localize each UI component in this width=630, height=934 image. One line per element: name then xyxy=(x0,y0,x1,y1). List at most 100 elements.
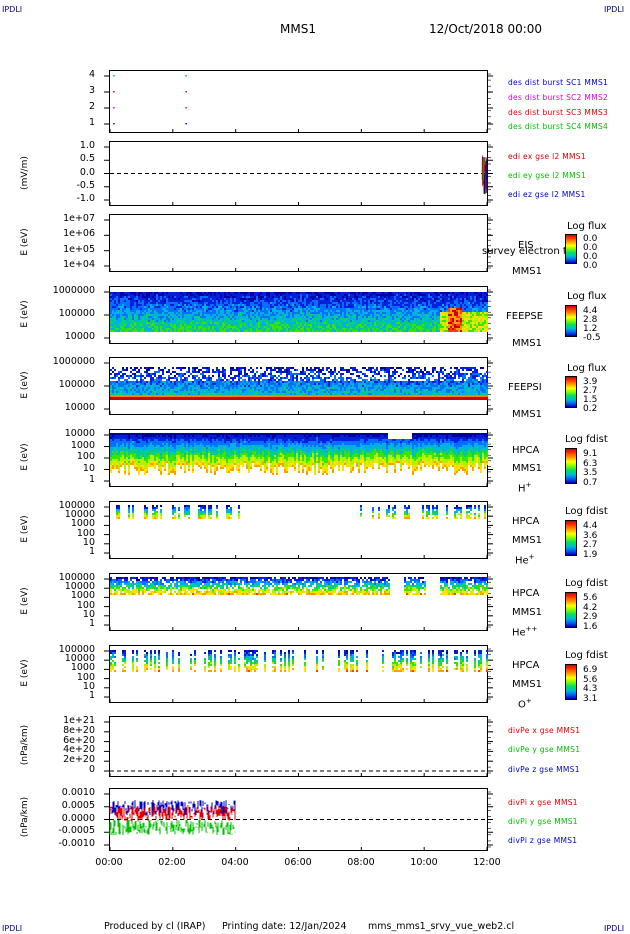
spectro-cell xyxy=(286,296,288,298)
spectro-cell xyxy=(380,308,382,310)
spectro-cell xyxy=(152,389,154,391)
spectro-cell xyxy=(112,322,114,324)
spectro-cell xyxy=(482,304,484,306)
spectro-cell xyxy=(418,312,420,314)
spectro-cell xyxy=(306,300,308,302)
spectro-cell xyxy=(438,298,440,300)
spectro-cell xyxy=(264,328,266,330)
spectro-cell xyxy=(186,330,188,332)
spectro-cell xyxy=(388,314,390,316)
spectro-cell xyxy=(220,292,222,294)
spectro-cell xyxy=(280,330,282,332)
spectro-cell xyxy=(138,310,140,312)
spectro-cell xyxy=(334,300,336,302)
spectro-cell xyxy=(188,324,190,326)
spectro-cell xyxy=(342,326,344,328)
spectro-cell xyxy=(462,298,464,300)
spectro-cell xyxy=(214,330,216,332)
spectro-cell xyxy=(358,298,360,300)
spectro-cell xyxy=(352,304,354,306)
spectro-cell xyxy=(482,326,484,328)
spectro-cell xyxy=(368,302,370,304)
spectro-cell xyxy=(324,292,326,294)
spectro-cell xyxy=(124,393,126,395)
spectro-cell xyxy=(236,300,238,302)
spectro-cell xyxy=(228,379,230,381)
spectro-cell xyxy=(296,296,298,298)
spectro-cell xyxy=(242,316,244,318)
spectro-cell xyxy=(200,320,202,322)
spectro-cell xyxy=(346,304,348,306)
spectro-cell xyxy=(130,298,132,300)
spectro-cell xyxy=(162,310,164,312)
spectro-cell xyxy=(482,302,484,304)
spectro-cell xyxy=(338,294,340,296)
spectro-cell xyxy=(392,320,394,322)
spectro-cell xyxy=(386,294,388,296)
spectro-cell xyxy=(484,328,486,330)
spectro-cell xyxy=(424,326,426,328)
spectro-cell xyxy=(120,308,122,310)
spectro-cell xyxy=(156,381,158,383)
spectro-cell xyxy=(136,371,138,373)
spectro-cell xyxy=(146,395,148,397)
spectro-cell xyxy=(482,328,484,330)
spectro-cell xyxy=(304,300,306,302)
spectro-cell xyxy=(192,367,194,369)
spectro-cell xyxy=(432,326,434,328)
spectro-cell xyxy=(406,310,408,312)
spectro-cell xyxy=(410,296,412,298)
spectro-cell xyxy=(116,292,118,294)
spectro-cell xyxy=(110,389,112,391)
spectro-cell xyxy=(178,391,180,393)
spectro-cell xyxy=(232,369,234,371)
spectro-cell xyxy=(406,298,408,300)
spectro-cell xyxy=(300,308,302,310)
spectro-cell xyxy=(162,318,164,320)
spectro-cell xyxy=(232,318,234,320)
spectro-cell xyxy=(394,324,396,326)
spectro-cell xyxy=(456,320,458,322)
spectro-cell xyxy=(316,292,318,294)
spectro-cell xyxy=(206,371,208,373)
spectro-cell xyxy=(244,296,246,298)
spectro-cell xyxy=(396,324,398,326)
spectro-cell xyxy=(288,292,290,294)
spectro-cell xyxy=(214,326,216,328)
spectro-cell xyxy=(182,375,184,377)
spectro-cell xyxy=(154,306,156,308)
spectro-cell xyxy=(474,324,476,326)
spectro-cell xyxy=(288,324,290,326)
spectro-cell xyxy=(214,381,216,383)
spectro-cell xyxy=(206,298,208,300)
spectro-cell xyxy=(458,304,460,306)
spectro-cell xyxy=(480,294,482,296)
spectro-cell xyxy=(452,328,454,330)
spectro-cell xyxy=(464,314,466,316)
spectro-cell xyxy=(268,300,270,302)
spectro-cell xyxy=(330,316,332,318)
spectro-cell xyxy=(468,292,470,294)
spectro-cell xyxy=(328,312,330,314)
spectro-cell xyxy=(288,296,290,298)
spectro-cell xyxy=(196,381,198,383)
spectro-cell xyxy=(124,298,126,300)
spectro-cell xyxy=(398,292,400,294)
spectro-cell xyxy=(134,324,136,326)
spectro-cell xyxy=(486,304,488,306)
spectro-cell xyxy=(320,326,322,328)
spectro-cell xyxy=(230,387,232,389)
spectro-cell xyxy=(126,324,128,326)
spectro-cell xyxy=(284,314,286,316)
spectro-cell xyxy=(430,306,432,308)
spectro-cell xyxy=(240,377,242,379)
spectro-cell xyxy=(150,312,152,314)
spectro-cell xyxy=(394,296,396,298)
spectro-cell xyxy=(236,387,238,389)
spectro-cell xyxy=(118,330,120,332)
spectro-cell xyxy=(168,371,170,373)
spectro-cell xyxy=(196,330,198,332)
spectro-cell xyxy=(448,320,450,322)
spectro-cell xyxy=(466,306,468,308)
spectro-cell xyxy=(280,304,282,306)
